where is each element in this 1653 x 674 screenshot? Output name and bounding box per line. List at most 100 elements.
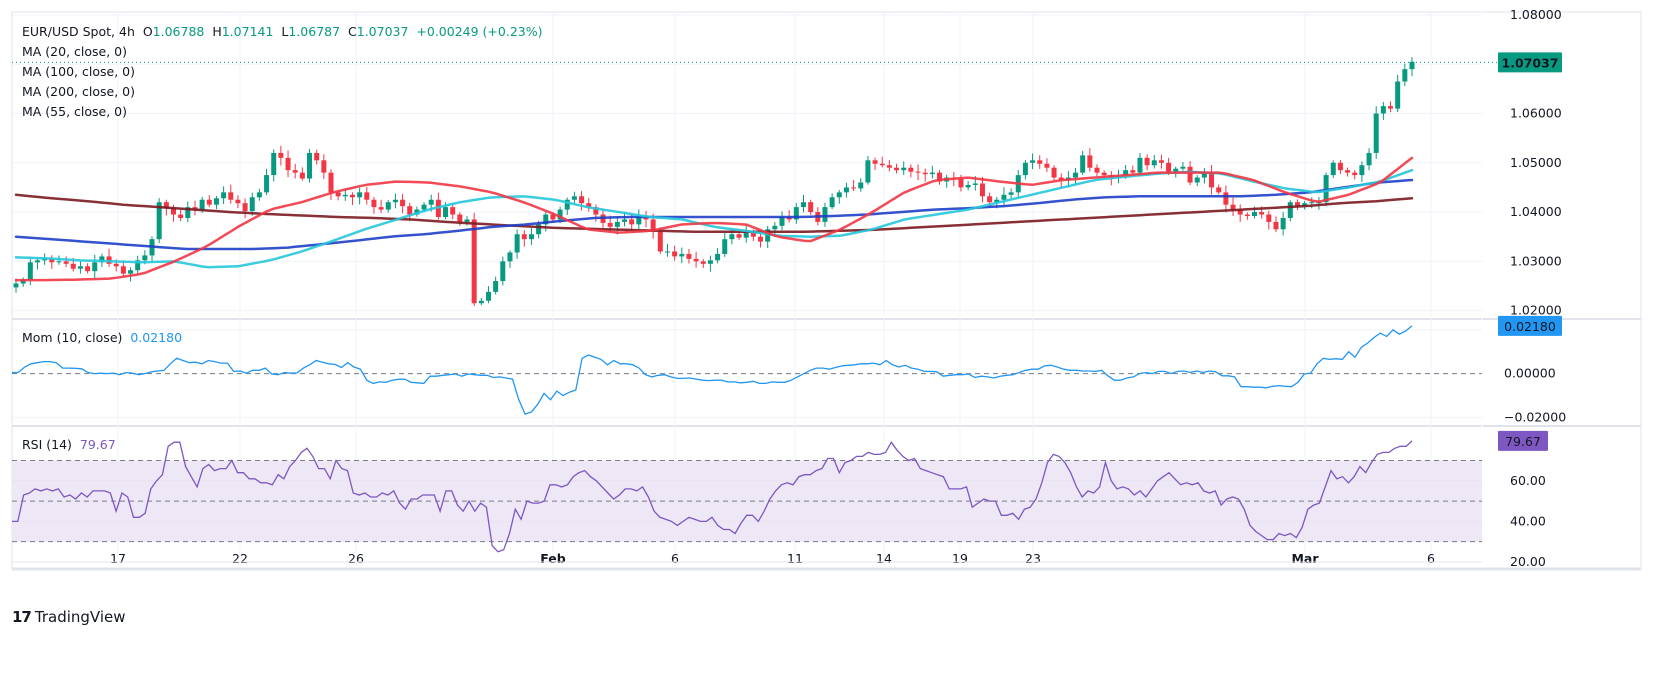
rsi-legend: RSI (14) 79.67 bbox=[22, 435, 116, 455]
candle-down bbox=[894, 167, 900, 171]
candle-up bbox=[679, 253, 685, 257]
ma200-line bbox=[14, 193, 1414, 234]
momentum-axis-label: 0.00000 bbox=[1504, 366, 1556, 381]
tradingview-brand[interactable]: 17 TradingView bbox=[12, 608, 126, 626]
legend-ma100[interactable]: MA (100, close, 0) bbox=[22, 64, 135, 79]
candle-down bbox=[872, 160, 878, 164]
candle-up bbox=[772, 225, 778, 230]
candle-down bbox=[1237, 209, 1243, 215]
rsi-title[interactable]: RSI (14) bbox=[22, 437, 72, 452]
candle-up bbox=[142, 255, 148, 261]
candle-down bbox=[851, 187, 857, 189]
candle-up bbox=[743, 231, 749, 238]
candle-up bbox=[342, 194, 348, 197]
candle-down bbox=[170, 208, 176, 215]
candle-down bbox=[70, 263, 76, 269]
candle-down bbox=[579, 196, 585, 204]
candle-down bbox=[457, 214, 463, 222]
candle-down bbox=[163, 202, 169, 209]
candle-up bbox=[1137, 157, 1143, 173]
tradingview-logo-icon: 17 bbox=[12, 608, 32, 626]
candle-up bbox=[92, 262, 98, 272]
legend-ma55[interactable]: MA (55, close, 0) bbox=[22, 104, 128, 119]
candle-down bbox=[1209, 172, 1215, 188]
candle-down bbox=[285, 157, 291, 171]
change-value: +0.00249 (+0.23%) bbox=[416, 24, 543, 39]
candle-down bbox=[400, 199, 406, 207]
candle-up bbox=[994, 199, 1000, 203]
price-axis-label: 1.03000 bbox=[1510, 253, 1562, 268]
candle-up bbox=[213, 198, 219, 205]
candle-down bbox=[937, 172, 943, 182]
last-price-label: 1.07037 bbox=[1502, 55, 1559, 70]
candle-down bbox=[1337, 162, 1343, 171]
candle-up bbox=[34, 260, 40, 263]
candle-up bbox=[99, 256, 105, 263]
candle-down bbox=[1388, 106, 1394, 109]
candle-down bbox=[693, 258, 699, 262]
price-axis-label: 1.08000 bbox=[1510, 7, 1562, 22]
candle-up bbox=[793, 207, 799, 220]
rsi-axis-label: 40.00 bbox=[1510, 513, 1546, 528]
candle-up bbox=[493, 281, 499, 292]
candle-down bbox=[1187, 166, 1193, 183]
last-price-badge bbox=[1498, 52, 1562, 73]
candle-down bbox=[1216, 187, 1222, 193]
candle-down bbox=[886, 165, 892, 168]
candle-down bbox=[1266, 214, 1272, 222]
candle-up bbox=[264, 175, 270, 193]
price-axis-label: 1.05000 bbox=[1510, 155, 1562, 170]
high-value: 1.07141 bbox=[221, 24, 274, 39]
candle-down bbox=[672, 251, 678, 257]
candle-down bbox=[607, 222, 613, 227]
momentum-legend: Mom (10, close) 0.02180 bbox=[22, 328, 182, 348]
x-axis-label: 6 bbox=[1427, 551, 1435, 566]
price-axis-label: 1.06000 bbox=[1510, 106, 1562, 121]
candle-up bbox=[507, 252, 513, 262]
low-value: 1.06787 bbox=[288, 24, 341, 39]
candle-down bbox=[1130, 170, 1136, 173]
candle-down bbox=[922, 172, 928, 175]
candle-down bbox=[364, 192, 370, 200]
candle-down bbox=[808, 202, 814, 213]
candle-down bbox=[450, 207, 456, 215]
open-value: 1.06788 bbox=[152, 24, 205, 39]
legend-ma200[interactable]: MA (200, close, 0) bbox=[22, 84, 135, 99]
x-axis-label: 19 bbox=[952, 551, 968, 566]
rsi-axis-label: 20.00 bbox=[1510, 554, 1546, 569]
candle-up bbox=[13, 283, 19, 288]
candle-down bbox=[120, 266, 126, 274]
x-axis-label: 23 bbox=[1025, 551, 1041, 566]
x-axis-label: 6 bbox=[671, 551, 679, 566]
candle-down bbox=[471, 219, 477, 304]
candle-up bbox=[1080, 155, 1086, 173]
candle-down bbox=[235, 199, 241, 204]
x-axis-label: 11 bbox=[787, 551, 803, 566]
candle-up bbox=[271, 152, 277, 176]
candle-up bbox=[135, 260, 141, 271]
legend-ma20[interactable]: MA (20, close, 0) bbox=[22, 44, 128, 59]
high-label: H bbox=[212, 24, 222, 39]
candle-up bbox=[779, 216, 785, 226]
candle-up bbox=[571, 196, 577, 200]
candle-up bbox=[829, 197, 835, 208]
candle-up bbox=[42, 258, 48, 261]
ma100-line bbox=[14, 178, 1414, 251]
candle-down bbox=[1094, 167, 1100, 173]
candle-up bbox=[485, 291, 491, 301]
candle-up bbox=[27, 262, 33, 281]
candle-up bbox=[77, 266, 83, 269]
candle-up bbox=[199, 199, 205, 210]
candle-down bbox=[593, 207, 599, 215]
ma20-line bbox=[14, 156, 1414, 282]
candle-up bbox=[20, 280, 26, 284]
candle-down bbox=[1345, 170, 1351, 173]
candle-up bbox=[1380, 106, 1386, 114]
candle-down bbox=[371, 199, 377, 208]
momentum-title[interactable]: Mom (10, close) bbox=[22, 330, 123, 345]
candle-up bbox=[1309, 202, 1315, 204]
candle-up bbox=[1409, 61, 1415, 70]
candle-up bbox=[1194, 177, 1200, 183]
candle-down bbox=[550, 214, 556, 220]
candle-down bbox=[321, 160, 327, 173]
